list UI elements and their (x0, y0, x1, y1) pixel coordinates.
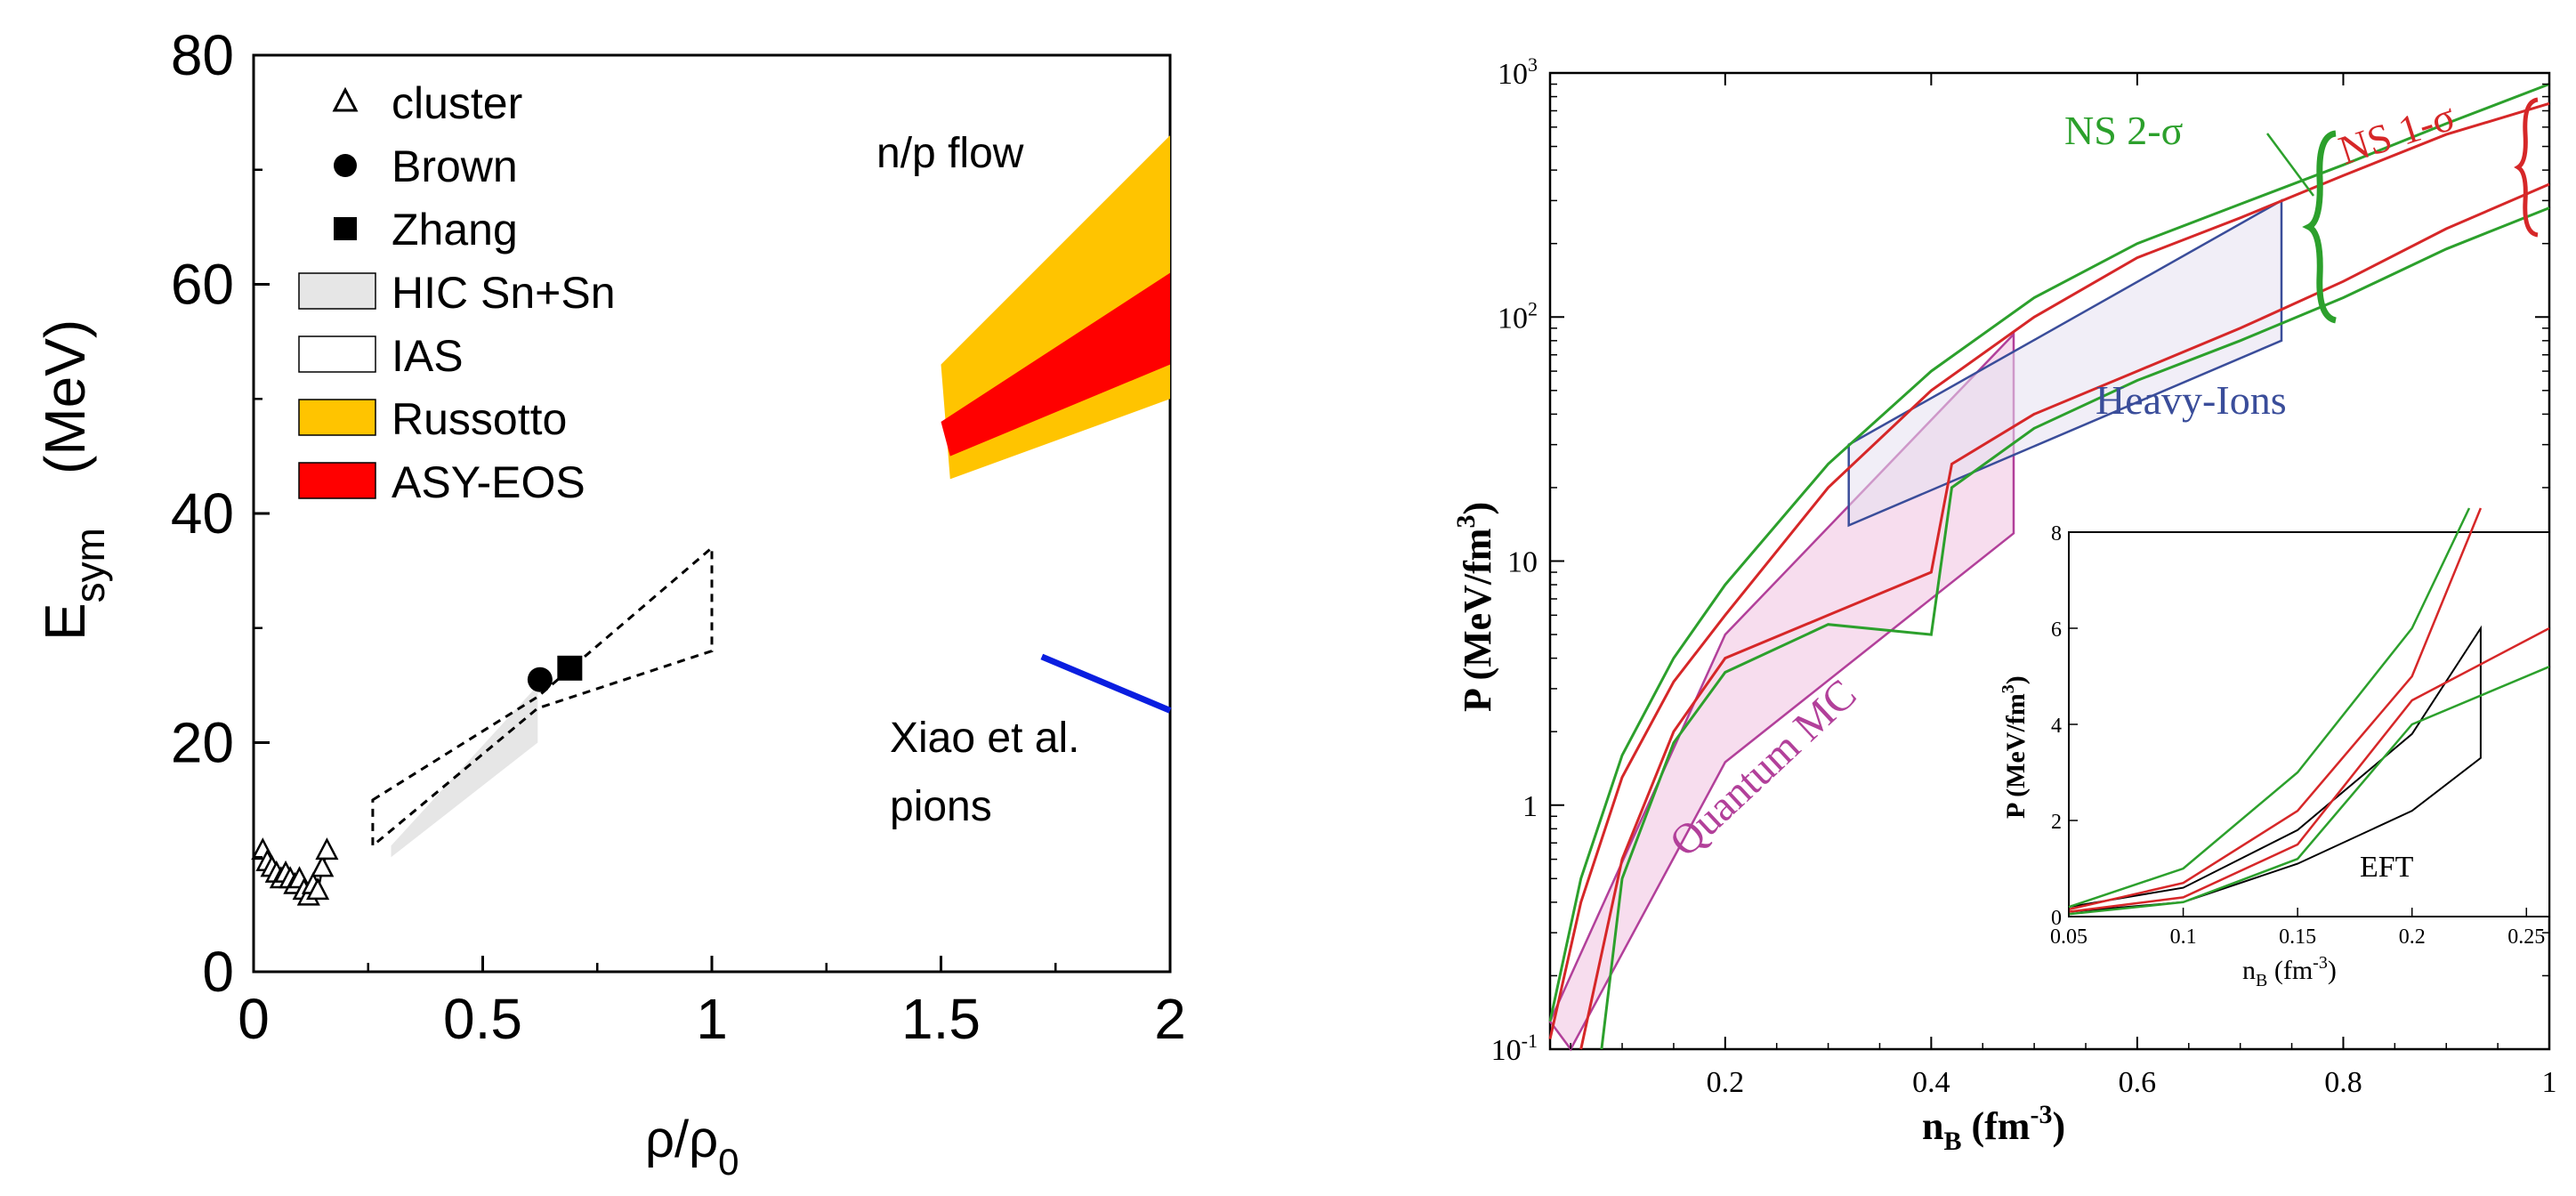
legend-circle-icon (334, 154, 357, 177)
asy-eos-region (941, 272, 1170, 457)
right-lines (1548, 83, 2550, 1050)
inset-x-tick-label: 0.05 (2050, 925, 2087, 949)
annotation-heavy-ions: Heavy-Ions (2096, 377, 2287, 423)
left-regions (371, 135, 1172, 858)
y-tick-label: 10-1 (1491, 1030, 1538, 1067)
ias-region (371, 545, 714, 849)
annotation-ns1: NS 1-σ (2333, 93, 2460, 174)
inset-eft-label: EFT (2360, 851, 2414, 884)
annotation-np-flow: n/p flow (876, 130, 1024, 177)
inset-lines (2068, 507, 2550, 916)
inset-band-line (2068, 507, 2471, 909)
legend-box-icon (298, 462, 376, 499)
y-tick-label: 1 (1522, 790, 1538, 823)
ns2-brace (2302, 130, 2338, 324)
xiao-pions-line (1040, 653, 1172, 714)
inset-band-line (2068, 626, 2550, 913)
legend-square-icon (334, 217, 357, 240)
svg-text:nB (fm-3): nB (fm-3) (1922, 1100, 2065, 1156)
right-chart: 0.2 0.4 0.6 0.8 1 10-1 1 10 102 103 NS 2-σ NS 1-σ… (1451, 53, 2557, 1156)
left-y-axis-label: Esym(MeV) (33, 319, 113, 641)
y-tick-label: 40 (171, 481, 234, 545)
inset-x-axis-label: nB (fm-3) (2242, 953, 2337, 990)
ns1-brace (2514, 97, 2539, 238)
inset-band-line (2068, 666, 2550, 916)
ns-band-line (1548, 83, 2550, 1022)
left-marks (251, 655, 583, 906)
inset-y-tick-label: 0 (2051, 907, 2062, 930)
brown-point (527, 667, 553, 692)
left-plot-frame (252, 53, 1172, 974)
inset-x-tick-label: 0.25 (2507, 925, 2545, 949)
annotation-xiao: Xiao et al. (890, 715, 1079, 762)
y-tick-label: 103 (1498, 53, 1538, 91)
legend-box-icon (298, 335, 376, 373)
y-tick-label: 102 (1498, 297, 1538, 335)
left-x-axis-label: ρ/ρ0 (645, 1111, 739, 1183)
cluster-point (306, 877, 330, 901)
right-y-axis-label: P (MeV/fm3) (1451, 502, 1499, 712)
legend-label: cluster (392, 78, 522, 128)
inset-y-tick-label: 8 (2051, 522, 2062, 545)
right-x-axis-label: nB (fm-3) (1922, 1100, 2065, 1156)
svg-text:P (MeV/fm3): P (MeV/fm3) (1451, 502, 1499, 712)
legend-box-icon (298, 272, 376, 310)
y-tick-label: 0 (202, 940, 234, 1004)
cluster-point (311, 854, 335, 877)
y-tick-label: 80 (171, 23, 234, 87)
x-tick-label: 0.5 (443, 987, 522, 1051)
annotation-ns2: NS 2-σ (2064, 108, 2184, 153)
cluster-point (315, 837, 339, 861)
left-legend: cluster Brown Zhang HIC Sn+Sn IAS Russotto ASY… (298, 78, 616, 507)
legend-label: Zhang (392, 205, 518, 255)
inset-y-tick-label: 6 (2051, 618, 2062, 642)
ns-band-line (1548, 101, 2550, 1039)
ns-band-line (1600, 206, 2550, 1050)
inset-y-tick-label: 2 (2051, 811, 2062, 834)
y-tick-label: 20 (171, 711, 234, 775)
legend-label: ASY-EOS (392, 457, 585, 507)
y-tick-label: 60 (171, 253, 234, 317)
inset-x-tick-label: 0.2 (2399, 925, 2426, 949)
annotation-pions: pions (890, 783, 992, 830)
x-tick-label: 1 (2542, 1066, 2557, 1099)
y-tick-label: 10 (1507, 546, 1538, 579)
heavy-ions-region (1847, 198, 2283, 528)
legend-label: Brown (392, 141, 518, 191)
x-tick-label: 1.5 (901, 987, 981, 1051)
ns2-pointer (2265, 133, 2315, 197)
legend-label: IAS (392, 331, 464, 381)
inset-ticks: 0.05 0.1 0.15 0.2 0.25 0 2 4 6 8 (2050, 522, 2545, 949)
svg-text:P (MeV/fm3): P (MeV/fm3) (1999, 675, 2031, 819)
inset-band-line (2068, 507, 2483, 911)
legend-label: Russotto (392, 394, 567, 444)
x-tick-label: 2 (1154, 987, 1186, 1051)
ns-band-line (1579, 182, 2550, 1050)
hic-sn-sn-region (391, 685, 538, 858)
inset-background (2069, 532, 2549, 917)
x-tick-label: 0.6 (2119, 1066, 2157, 1099)
legend-box-icon (298, 399, 376, 436)
zhang-point (557, 655, 583, 681)
inset-chart: 0.05 0.1 0.15 0.2 0.25 0 2 4 6 8 EFT nB (fm-3) P … (1999, 507, 2550, 990)
legend-triangle-icon (332, 86, 359, 112)
inset-x-tick-label: 0.1 (2170, 925, 2197, 949)
legend-label: HIC Sn+Sn (392, 268, 616, 318)
svg-text:Esym(MeV): Esym(MeV) (33, 319, 113, 641)
x-tick-label: 0.8 (2324, 1066, 2362, 1099)
svg-text:nB (fm-3): nB (fm-3) (2242, 953, 2337, 990)
inset-y-tick-label: 4 (2051, 715, 2062, 738)
x-tick-label: 0.2 (1707, 1066, 1745, 1099)
x-tick-label: 1 (696, 987, 728, 1051)
svg-text:ρ/ρ0: ρ/ρ0 (645, 1111, 739, 1183)
inset-y-axis-label: P (MeV/fm3) (1999, 675, 2031, 819)
x-tick-label: 0.4 (1912, 1066, 1950, 1099)
right-regions (1548, 198, 2283, 1052)
x-tick-label: 0 (238, 987, 270, 1051)
inset-x-tick-label: 0.15 (2279, 925, 2316, 949)
